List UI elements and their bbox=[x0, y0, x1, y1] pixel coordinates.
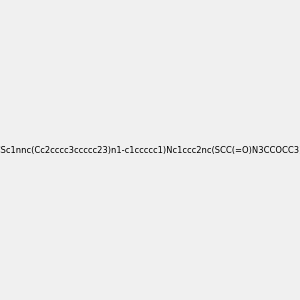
Text: O=C(CSc1nnc(Cc2cccc3ccccc23)n1-c1ccccc1)Nc1ccc2nc(SCC(=O)N3CCOCC3)sc2c1: O=C(CSc1nnc(Cc2cccc3ccccc23)n1-c1ccccc1)… bbox=[0, 146, 300, 154]
